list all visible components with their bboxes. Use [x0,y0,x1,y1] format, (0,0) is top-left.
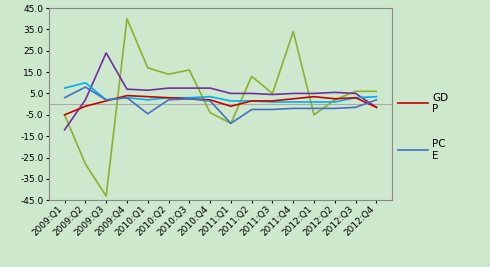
GDP [145,95,151,98]
PCE [290,107,296,110]
Line: GDP: GDP [65,96,376,115]
GDP [186,97,192,100]
GDP [249,99,255,103]
GDP [62,113,68,116]
PCE [332,107,338,110]
Text: PC
E: PC E [432,139,446,161]
PCE [82,85,88,89]
PCE [373,98,379,101]
PCE [353,106,359,109]
PCE [207,99,213,103]
GDP [103,99,109,103]
GDP [228,105,234,108]
PCE [186,97,192,100]
GDP [270,99,275,103]
GDP [290,97,296,100]
GDP [311,95,317,98]
GDP [353,96,359,99]
GDP [124,94,130,97]
PCE [270,108,275,111]
PCE [62,96,68,99]
PCE [145,112,151,115]
GDP [207,98,213,101]
PCE [124,96,130,99]
PCE [311,107,317,110]
GDP [373,106,379,109]
PCE [228,122,234,125]
PCE [166,98,171,101]
PCE [103,98,109,101]
GDP [82,105,88,108]
PCE [249,108,255,111]
Line: PCE: PCE [65,87,376,123]
GDP [332,97,338,100]
Text: GD
P: GD P [432,93,448,114]
GDP [166,96,171,99]
